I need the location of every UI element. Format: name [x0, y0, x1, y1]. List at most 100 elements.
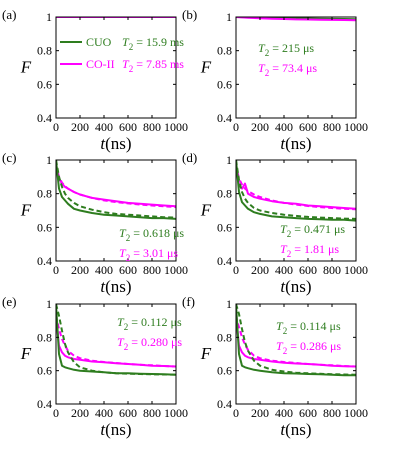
- x-tick-label: 1000: [164, 406, 188, 420]
- x-axis-label: t(ns): [100, 420, 131, 439]
- x-tick-label: 800: [323, 120, 341, 134]
- plot-frame: [55, 16, 177, 119]
- panel-a: 0 200 400 600 800 1000 0.4 0.6 0.8 1 (a) Ft(ns) CUO C…: [2, 7, 188, 153]
- x-tick-label: 400: [95, 120, 113, 134]
- y-tick-label: 0.8: [217, 187, 232, 201]
- panel-c: 0 200 400 600 800 1000 0.4 0.6 0.8 1 (c) Ft(ns) T2 =…: [2, 150, 188, 296]
- annotation-t2: T2 = 3.01 μs: [119, 246, 178, 263]
- panel-label: (b): [182, 7, 197, 22]
- x-tick-label: 800: [143, 406, 161, 420]
- x-tick-label: 800: [323, 406, 341, 420]
- x-axis-label: t(ns): [280, 277, 311, 296]
- y-tick-label: 0.6: [217, 364, 232, 378]
- x-tick-label: 800: [143, 263, 161, 277]
- y-tick-label: 0.8: [37, 330, 52, 344]
- y-tick-label: 0.6: [217, 220, 232, 234]
- x-tick-label: 1000: [344, 120, 368, 134]
- panel-label: (e): [2, 294, 16, 309]
- series-line-green-dashed: [56, 304, 176, 376]
- annotation-t2: T2 = 15.9 ms: [122, 35, 184, 52]
- y-tick-label: 0.8: [217, 44, 232, 58]
- annotation-t2: T2 = 215 μs: [258, 41, 314, 58]
- series-line-magenta-solid: [236, 164, 356, 210]
- legend-label: CO-II: [86, 57, 115, 71]
- x-tick-label: 0: [53, 406, 59, 420]
- annotation-t2: T2 = 0.471 μs: [280, 222, 345, 239]
- series-line-green-dashed: [236, 304, 356, 376]
- x-tick-label: 1000: [344, 406, 368, 420]
- annotation-t2: T2 = 0.112 μs: [117, 315, 182, 332]
- series-line-magenta-solid: [236, 315, 356, 368]
- y-tick-label: 1: [46, 10, 52, 24]
- y-tick-label: 0.4: [37, 111, 52, 125]
- annotation-t2: T2 = 73.4 μs: [258, 61, 317, 78]
- y-tick-label: 0.4: [37, 397, 52, 411]
- y-tick-label: 0.4: [37, 254, 52, 268]
- y-tick-label: 1: [226, 153, 232, 167]
- x-tick-label: 600: [299, 263, 317, 277]
- y-tick-label: 1: [226, 10, 232, 24]
- series-line-magenta-dashed: [236, 315, 356, 368]
- y-tick-label: 0.6: [37, 364, 52, 378]
- y-axis-label: F: [20, 201, 32, 220]
- x-tick-label: 1000: [164, 263, 188, 277]
- x-tick-label: 200: [251, 406, 269, 420]
- plot-frame: [55, 159, 177, 262]
- y-tick-label: 0.4: [217, 397, 232, 411]
- x-tick-label: 600: [119, 120, 137, 134]
- y-tick-label: 0.4: [217, 254, 232, 268]
- panel-label: (a): [2, 7, 16, 22]
- x-axis-label: t(ns): [280, 420, 311, 439]
- panel-label: (c): [2, 150, 16, 165]
- x-tick-label: 600: [119, 263, 137, 277]
- x-tick-label: 200: [251, 263, 269, 277]
- series-line-magenta-dashed: [56, 315, 176, 368]
- x-tick-label: 400: [275, 406, 293, 420]
- y-tick-label: 0.4: [217, 111, 232, 125]
- plot-frame: [55, 303, 177, 405]
- y-axis-label: F: [200, 58, 212, 77]
- y-tick-label: 1: [46, 297, 52, 311]
- panel-f: 0 200 400 600 800 1000 0.4 0.6 0.8 1 (f) Ft(ns) T2 =…: [182, 294, 368, 439]
- x-tick-label: 600: [299, 120, 317, 134]
- panel-e: 0 200 400 600 800 1000 0.4 0.6 0.8 1 (e) Ft(ns) T2 =…: [2, 294, 188, 439]
- x-tick-label: 0: [233, 406, 239, 420]
- x-tick-label: 200: [71, 120, 89, 134]
- y-tick-label: 1: [226, 297, 232, 311]
- y-tick-label: 1: [46, 153, 52, 167]
- x-tick-label: 400: [95, 406, 113, 420]
- x-tick-label: 400: [95, 263, 113, 277]
- y-axis-label: F: [20, 58, 32, 77]
- x-axis-label: t(ns): [100, 277, 131, 296]
- x-axis-label: t(ns): [100, 134, 131, 153]
- panel-label: (f): [182, 294, 195, 309]
- series-line-green-solid: [236, 160, 356, 222]
- y-tick-label: 0.6: [37, 77, 52, 91]
- series-line-magenta-dashed: [236, 164, 356, 211]
- series-line-magenta-dashed: [56, 164, 176, 209]
- annotation-t2: T2 = 7.85 ms: [122, 57, 184, 74]
- series-line-green-solid: [56, 160, 176, 220]
- x-tick-label: 1000: [344, 263, 368, 277]
- annotation-t2: T2 = 0.618 μs: [119, 226, 184, 243]
- x-tick-label: 400: [275, 120, 293, 134]
- x-tick-label: 200: [71, 406, 89, 420]
- series-line-magenta-solid: [236, 17, 356, 22]
- x-tick-label: 800: [143, 120, 161, 134]
- plot-frame: [235, 159, 357, 262]
- legend-label: CUO: [86, 35, 112, 49]
- panel-label: (d): [182, 150, 197, 165]
- x-tick-label: 200: [251, 120, 269, 134]
- x-tick-label: 600: [299, 406, 317, 420]
- x-tick-label: 200: [71, 263, 89, 277]
- annotation-t2: T2 = 1.81 μs: [280, 242, 339, 259]
- x-tick-label: 0: [233, 263, 239, 277]
- panel-d: 0 200 400 600 800 1000 0.4 0.6 0.8 1 (d) Ft(ns) T2 =…: [182, 150, 368, 296]
- plot-frame: [235, 16, 357, 119]
- x-tick-label: 0: [53, 263, 59, 277]
- x-tick-label: 800: [323, 263, 341, 277]
- x-tick-label: 400: [275, 263, 293, 277]
- annotation-t2: T2 = 0.280 μs: [117, 335, 182, 352]
- y-tick-label: 0.6: [217, 77, 232, 91]
- x-tick-label: 600: [119, 406, 137, 420]
